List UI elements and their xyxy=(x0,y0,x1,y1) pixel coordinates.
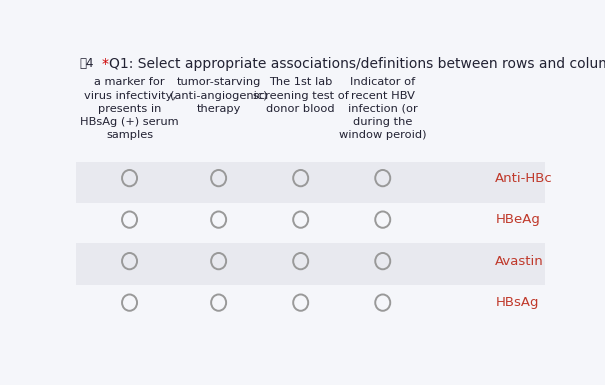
Text: Q1: Select appropriate associations/definitions between rows and columns: Q1: Select appropriate associations/defi… xyxy=(110,57,605,70)
Text: 正4: 正4 xyxy=(79,57,94,70)
Text: HBeAg: HBeAg xyxy=(495,213,540,226)
Text: tumor-starving
(anti-angiogenic)
therapy: tumor-starving (anti-angiogenic) therapy xyxy=(170,77,267,114)
Text: HBsAg: HBsAg xyxy=(495,296,539,309)
Text: Indicator of
recent HBV
infection (or
during the
window peroid): Indicator of recent HBV infection (or du… xyxy=(339,77,427,140)
Text: Avastin: Avastin xyxy=(495,254,544,268)
Bar xyxy=(76,243,544,285)
Text: a marker for
virus infectivity,
presents in
HBsAg (+) serum
samples: a marker for virus infectivity, presents… xyxy=(80,77,179,140)
Text: *: * xyxy=(102,57,108,70)
Text: The 1st lab
screening test of
donor blood: The 1st lab screening test of donor bloo… xyxy=(253,77,348,114)
Text: Anti-HBc: Anti-HBc xyxy=(495,172,553,185)
Bar xyxy=(76,162,544,203)
